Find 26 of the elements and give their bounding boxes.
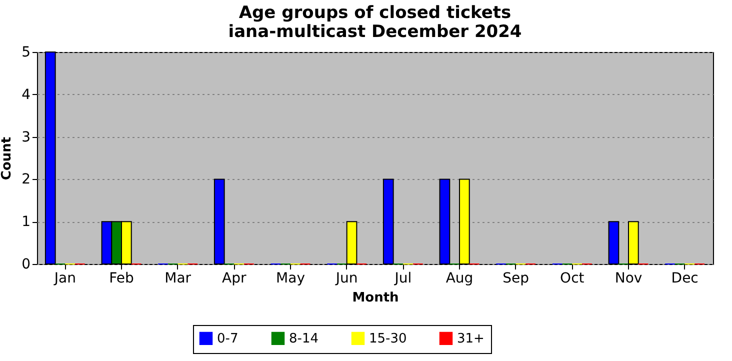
x-tick-label: Jan — [53, 270, 76, 286]
x-tick-label: Nov — [614, 270, 642, 286]
x-tick-label: Jun — [334, 270, 358, 286]
legend-label: 8-14 — [289, 331, 319, 346]
x-tick-label: May — [276, 270, 305, 286]
legend-label: 31+ — [457, 331, 484, 346]
y-tick-label: 2 — [22, 172, 30, 188]
x-tick-label: Oct — [560, 270, 585, 286]
y-tick-label: 0 — [22, 256, 30, 272]
chart-title: Age groups of closed tickets — [238, 3, 512, 23]
x-tick-label: Mar — [164, 270, 192, 286]
chart-subtitle: iana-multicast December 2024 — [228, 22, 522, 42]
legend-label: 0-7 — [217, 331, 238, 346]
x-tick-label: Jul — [394, 270, 412, 286]
y-tick-label: 3 — [22, 129, 30, 146]
y-tick-label: 1 — [22, 214, 30, 230]
x-tick-label: Dec — [671, 270, 698, 286]
x-tick-label: Aug — [446, 270, 474, 286]
legend-label: 15-30 — [369, 331, 407, 346]
x-tick-label: Sep — [502, 270, 530, 286]
x-axis-title: Month — [352, 290, 399, 306]
x-tick-label: Apr — [222, 270, 247, 286]
y-tick-label: 5 — [22, 44, 30, 60]
y-tick-label: 4 — [22, 86, 31, 103]
y-axis-title: Count — [0, 136, 15, 180]
x-tick-label: Feb — [109, 270, 134, 286]
